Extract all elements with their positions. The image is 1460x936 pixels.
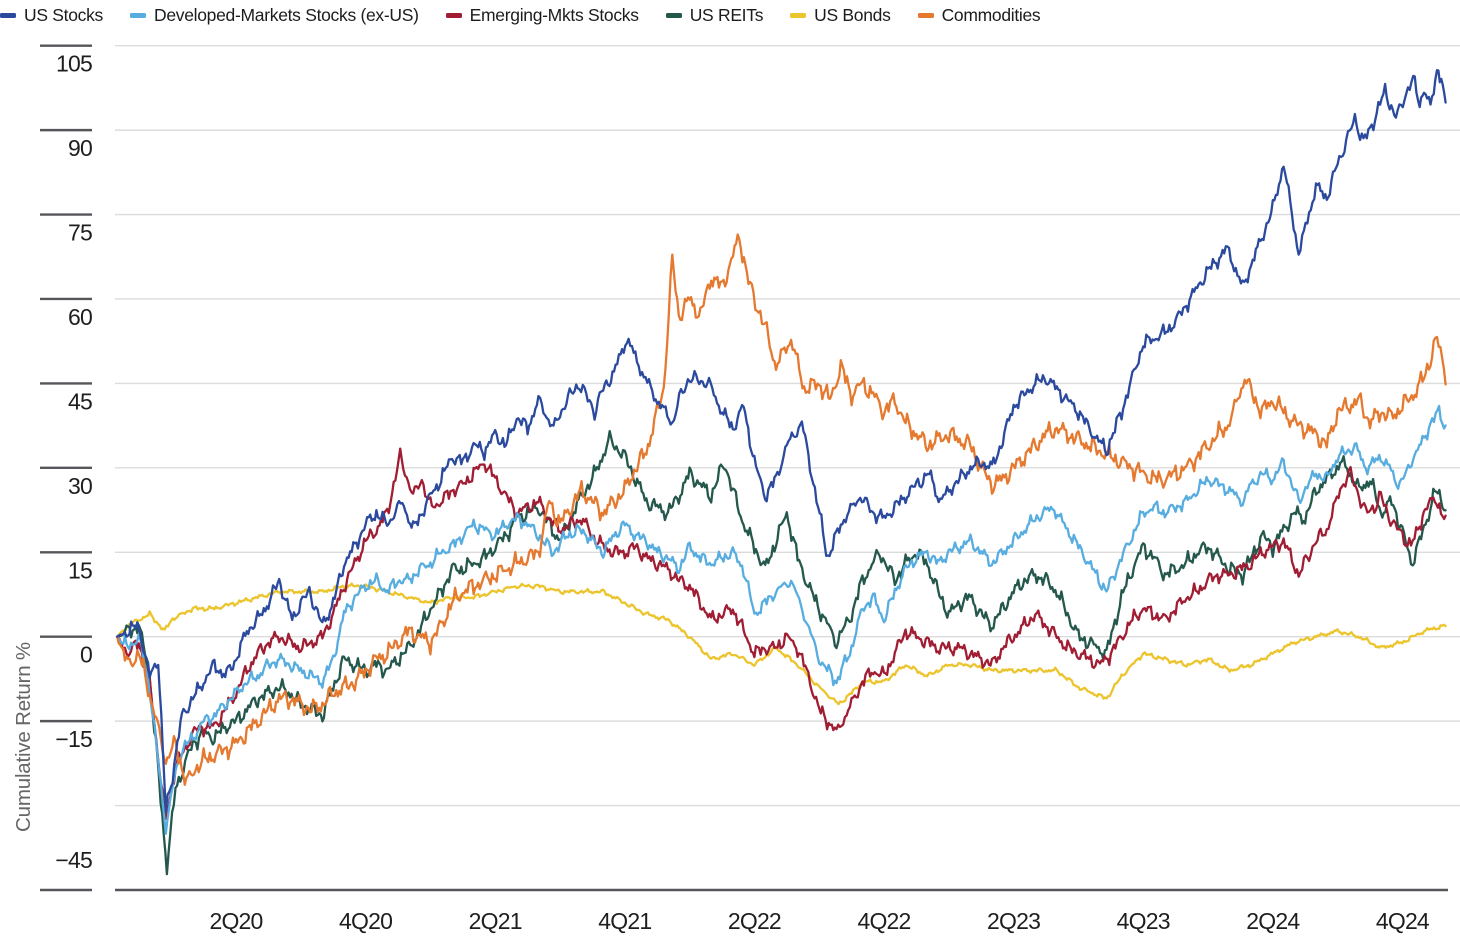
x-axis-label-4Q23: 4Q23 — [1117, 908, 1170, 934]
y-axis-label-45: 45 — [68, 388, 92, 414]
x-axis-label-4Q22: 4Q22 — [857, 908, 910, 934]
x-axis-label-4Q20: 4Q20 — [339, 908, 392, 934]
chart-legend: US Stocks Developed-Markets Stocks (ex-US… — [0, 5, 1041, 26]
x-axis-label-2Q20: 2Q20 — [209, 908, 262, 934]
x-axis-label-2Q21: 2Q21 — [469, 908, 522, 934]
legend-swatch-icon — [130, 13, 146, 18]
legend-item-emerging-mkts-stocks: Emerging-Mkts Stocks — [445, 5, 639, 26]
series-line-us-stocks — [116, 69, 1447, 814]
x-axis-label-4Q24: 4Q24 — [1376, 908, 1430, 934]
legend-item-us-reits: US REITs — [665, 5, 764, 26]
legend-label: Developed-Markets Stocks (ex-US) — [154, 5, 419, 25]
y-axis-label-0: 0 — [80, 642, 92, 668]
x-axis-label-2Q24: 2Q24 — [1246, 908, 1300, 934]
gridlines — [40, 44, 1460, 892]
legend-item-us-bonds: US Bonds — [790, 5, 891, 26]
legend-label: Emerging-Mkts Stocks — [469, 5, 639, 25]
y-axis-label-15: 15 — [68, 557, 92, 583]
legend-label: US REITs — [689, 5, 764, 25]
series-line-emerging-mkts-stocks — [116, 447, 1447, 820]
x-axis-label-2Q23: 2Q23 — [987, 908, 1040, 934]
x-axis-label-4Q21: 4Q21 — [598, 908, 651, 934]
legend-swatch-icon — [790, 13, 807, 18]
y-axis-label-90: 90 — [68, 135, 92, 161]
y-axis-label-30: 30 — [68, 473, 92, 499]
legend-item-us-stocks: US Stocks — [0, 5, 103, 26]
legend-swatch-icon — [665, 13, 682, 18]
legend-label: US Stocks — [24, 5, 103, 25]
series-line-commodities — [116, 233, 1447, 786]
axis-labels: 105 90 75 60 45 30 15 0 −15 −45 2Q20 4Q20 2Q21 4Q21 2Q… — [55, 51, 1430, 934]
y-axis-title: Cumulative Return % — [12, 642, 35, 832]
series-line-developed-markets-stocks-ex-us- — [116, 404, 1447, 835]
legend-swatch-icon — [0, 13, 16, 18]
legend-swatch-icon — [917, 13, 934, 18]
y-axis-label--15: −15 — [55, 726, 92, 752]
legend-item-developed-markets-stocks-ex-us-: Developed-Markets Stocks (ex-US) — [130, 5, 419, 26]
legend-swatch-icon — [445, 13, 462, 18]
x-axis-label-2Q22: 2Q22 — [728, 908, 781, 934]
legend-label: US Bonds — [814, 5, 891, 25]
series-line-us-bonds — [116, 582, 1447, 706]
legend-label: Commodities — [941, 5, 1041, 25]
y-axis-label-60: 60 — [68, 304, 92, 330]
y-axis-label-75: 75 — [68, 220, 92, 246]
series-line-us-reits — [116, 429, 1447, 876]
y-axis-label-105: 105 — [56, 51, 92, 77]
legend-item-commodities: Commodities — [917, 5, 1041, 26]
y-axis-label--45: −45 — [55, 847, 92, 873]
series-lines — [116, 69, 1447, 876]
